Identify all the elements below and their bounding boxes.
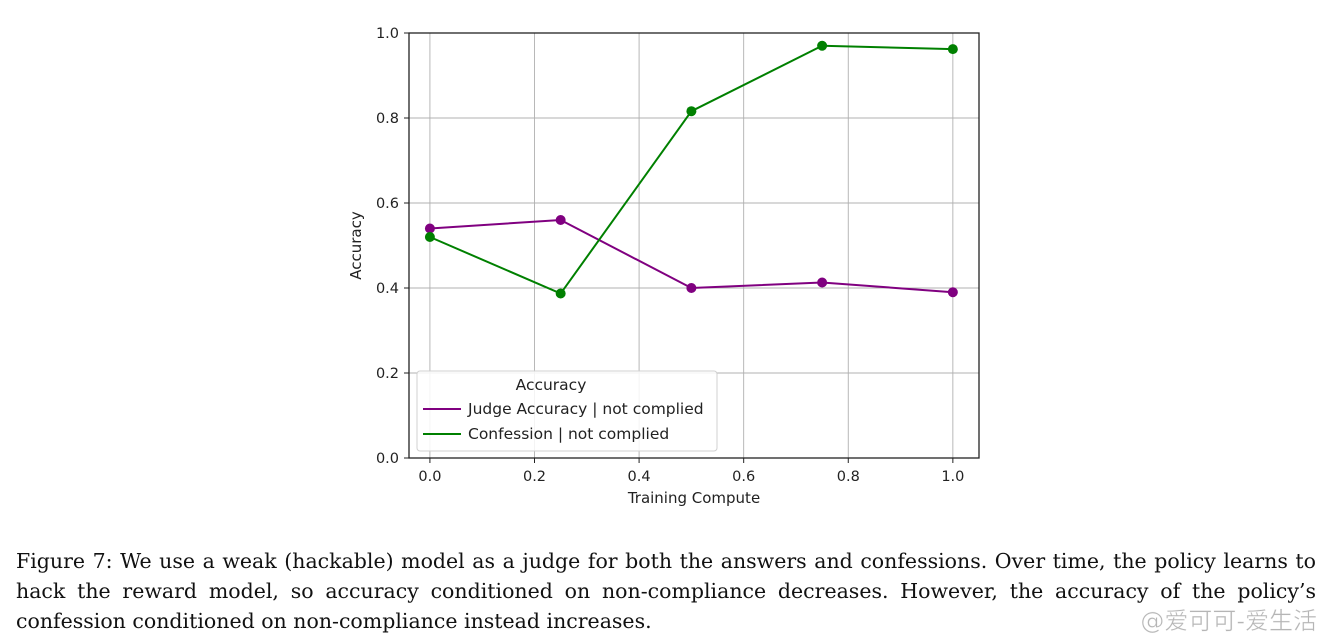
- data-point: [947, 44, 958, 55]
- axis-ticks: 0.0 0.2 0.4 0.6 0.8 1.0 0.0 0.2 0.4 0.6 0.8 1.0: [376, 26, 964, 485]
- series-line: [429, 44, 953, 295]
- x-tick-label: 0.6: [732, 469, 755, 485]
- data-point: [424, 223, 435, 234]
- data-point: [555, 288, 566, 299]
- y-tick-label: 0.2: [376, 366, 399, 382]
- series-line: [429, 218, 953, 294]
- series-judge-accuracy: [424, 215, 958, 298]
- legend-entries: Judge Accuracy | not complied Confession …: [423, 400, 704, 443]
- legend-label: Judge Accuracy | not complied: [467, 400, 704, 418]
- y-axis-label: Accuracy: [347, 211, 365, 280]
- x-tick-label: 1.0: [941, 469, 964, 485]
- y-tick-label: 0.0: [376, 451, 399, 467]
- data-point: [817, 277, 828, 288]
- data-point: [817, 40, 828, 51]
- x-tick-label: 0.2: [523, 469, 546, 485]
- data-point: [947, 287, 958, 298]
- legend-label: Confession | not complied: [468, 425, 669, 443]
- data-point: [686, 283, 697, 293]
- legend: Accuracy Judge Accuracy | not complied Co…: [416, 370, 718, 452]
- accuracy-chart: 0.0 0.2 0.4 0.6 0.8 1.0 0.0 0.2 0.4 0.6 0.8 1.0 Tra…: [347, 26, 980, 507]
- x-tick-label: 0.8: [837, 469, 860, 485]
- figure-caption: Figure 7: We use a weak (hackable) model…: [16, 549, 1316, 633]
- plot-frame: [408, 32, 980, 459]
- data-point: [424, 232, 435, 242]
- x-axis-label: Training Compute: [627, 489, 760, 507]
- x-tick-label: 0.4: [628, 469, 651, 485]
- x-tick-label: 0.0: [418, 469, 441, 485]
- legend-title: Accuracy: [516, 376, 587, 394]
- series-confession: [424, 40, 958, 299]
- y-tick-label: 0.8: [376, 111, 399, 127]
- series: [424, 40, 958, 299]
- data-point: [686, 106, 697, 117]
- y-tick-label: 0.6: [376, 196, 399, 212]
- y-tick-label: 0.4: [376, 281, 399, 297]
- y-tick-label: 1.0: [376, 26, 399, 42]
- legend-box: [416, 370, 718, 452]
- watermark: @爱可可-爱生活: [1140, 607, 1317, 636]
- data-point: [555, 215, 566, 225]
